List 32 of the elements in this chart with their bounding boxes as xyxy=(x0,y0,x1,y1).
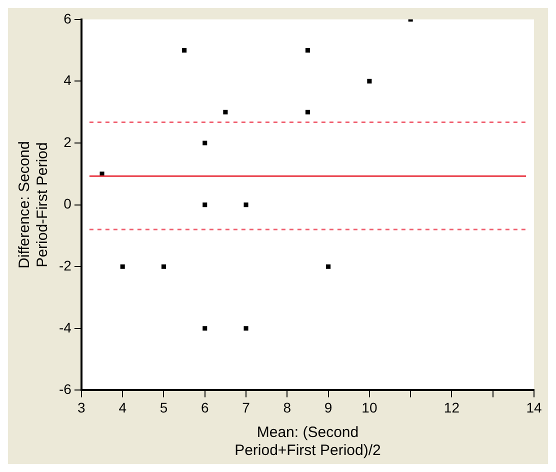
x-tick-label: 4 xyxy=(118,399,127,416)
x-axis-title: Mean: (Second Period+First Period)/2 xyxy=(234,424,381,460)
x-tick-label: 9 xyxy=(324,399,332,416)
point xyxy=(161,264,166,269)
y-tick-label: -6 xyxy=(58,381,72,398)
y-tick-label: -2 xyxy=(58,257,72,274)
y-tick-label: -4 xyxy=(58,319,72,336)
x-tick-label: 7 xyxy=(242,399,250,416)
point xyxy=(202,202,208,208)
point xyxy=(202,326,208,331)
x-tick-label: 10 xyxy=(362,399,378,416)
y-tick-label: 4 xyxy=(64,72,72,88)
point xyxy=(305,48,310,53)
point xyxy=(326,264,331,269)
point xyxy=(182,48,187,53)
x-tick-label: 12 xyxy=(444,399,460,416)
point xyxy=(223,110,228,114)
point xyxy=(120,264,125,269)
point xyxy=(305,110,310,114)
x-tick-label: 5 xyxy=(160,399,168,416)
y-tick-label: 6 xyxy=(64,10,72,26)
x-tick-label: 3 xyxy=(78,399,86,416)
point xyxy=(367,78,372,84)
point xyxy=(244,202,248,208)
y-tick-label: 2 xyxy=(64,134,72,150)
y-tick-label: 0 xyxy=(64,196,72,212)
x-tick-label: 6 xyxy=(200,399,209,416)
point xyxy=(202,140,208,146)
x-tick-label: 8 xyxy=(283,399,292,416)
point xyxy=(244,326,248,331)
y-axis-title: Difference: Second Period-First Period xyxy=(16,141,52,268)
x-tick-label: 14 xyxy=(526,399,542,416)
